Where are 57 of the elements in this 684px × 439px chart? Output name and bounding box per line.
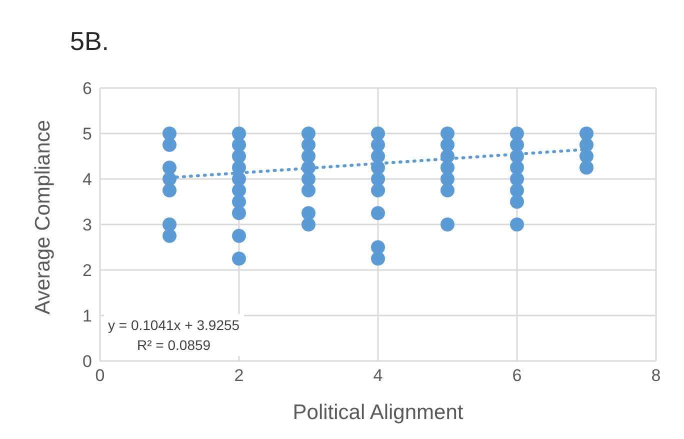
y-tick-label: 0 (82, 352, 92, 372)
y-tick-label: 3 (82, 216, 92, 235)
x-axis-title: Political Alignment (292, 401, 464, 424)
point (580, 160, 594, 175)
point (232, 206, 246, 220)
point (510, 160, 524, 175)
x-tick-label: 6 (512, 366, 522, 386)
point (162, 228, 176, 243)
point (162, 126, 176, 140)
y-tick-label: 1 (82, 306, 92, 326)
point (302, 126, 316, 140)
point (510, 218, 524, 232)
point (440, 172, 454, 186)
point (510, 172, 524, 186)
y-tick-label: 6 (82, 79, 92, 98)
point (371, 126, 385, 140)
point (232, 126, 246, 140)
point (510, 183, 524, 198)
y-tick-label: 2 (82, 261, 92, 280)
annotation: y = 0.1041x + 3.9255 (108, 316, 240, 335)
x-tick-label: 4 (373, 366, 383, 386)
y-tick-label: 5 (82, 124, 92, 144)
point (371, 183, 385, 198)
point (440, 138, 454, 152)
point (162, 218, 176, 232)
point (232, 183, 246, 198)
x-tick-label: 8 (651, 366, 661, 386)
point (510, 138, 524, 152)
point (580, 126, 594, 140)
point (371, 138, 385, 152)
point (440, 126, 454, 140)
point (371, 172, 385, 186)
point (302, 206, 316, 220)
point (162, 183, 176, 198)
point (302, 172, 316, 186)
point (440, 218, 454, 232)
point (302, 218, 316, 232)
point (232, 228, 246, 243)
point (510, 194, 524, 209)
point (302, 183, 316, 198)
y-tick-label: 4 (82, 170, 92, 190)
point (232, 252, 246, 266)
point (371, 252, 385, 266)
y-axis-title: Average Compliance (31, 120, 54, 314)
point (232, 138, 246, 152)
point (371, 206, 385, 220)
point (162, 138, 176, 152)
annotation: R² = 0.0859 (136, 336, 212, 355)
chart-title: 5B. (70, 26, 110, 57)
point (440, 183, 454, 198)
point (510, 126, 524, 140)
point (162, 160, 176, 175)
point (302, 138, 316, 152)
x-tick-label: 2 (234, 366, 244, 386)
x-tick-label: 0 (95, 366, 105, 386)
point (371, 149, 385, 164)
point (440, 160, 454, 175)
